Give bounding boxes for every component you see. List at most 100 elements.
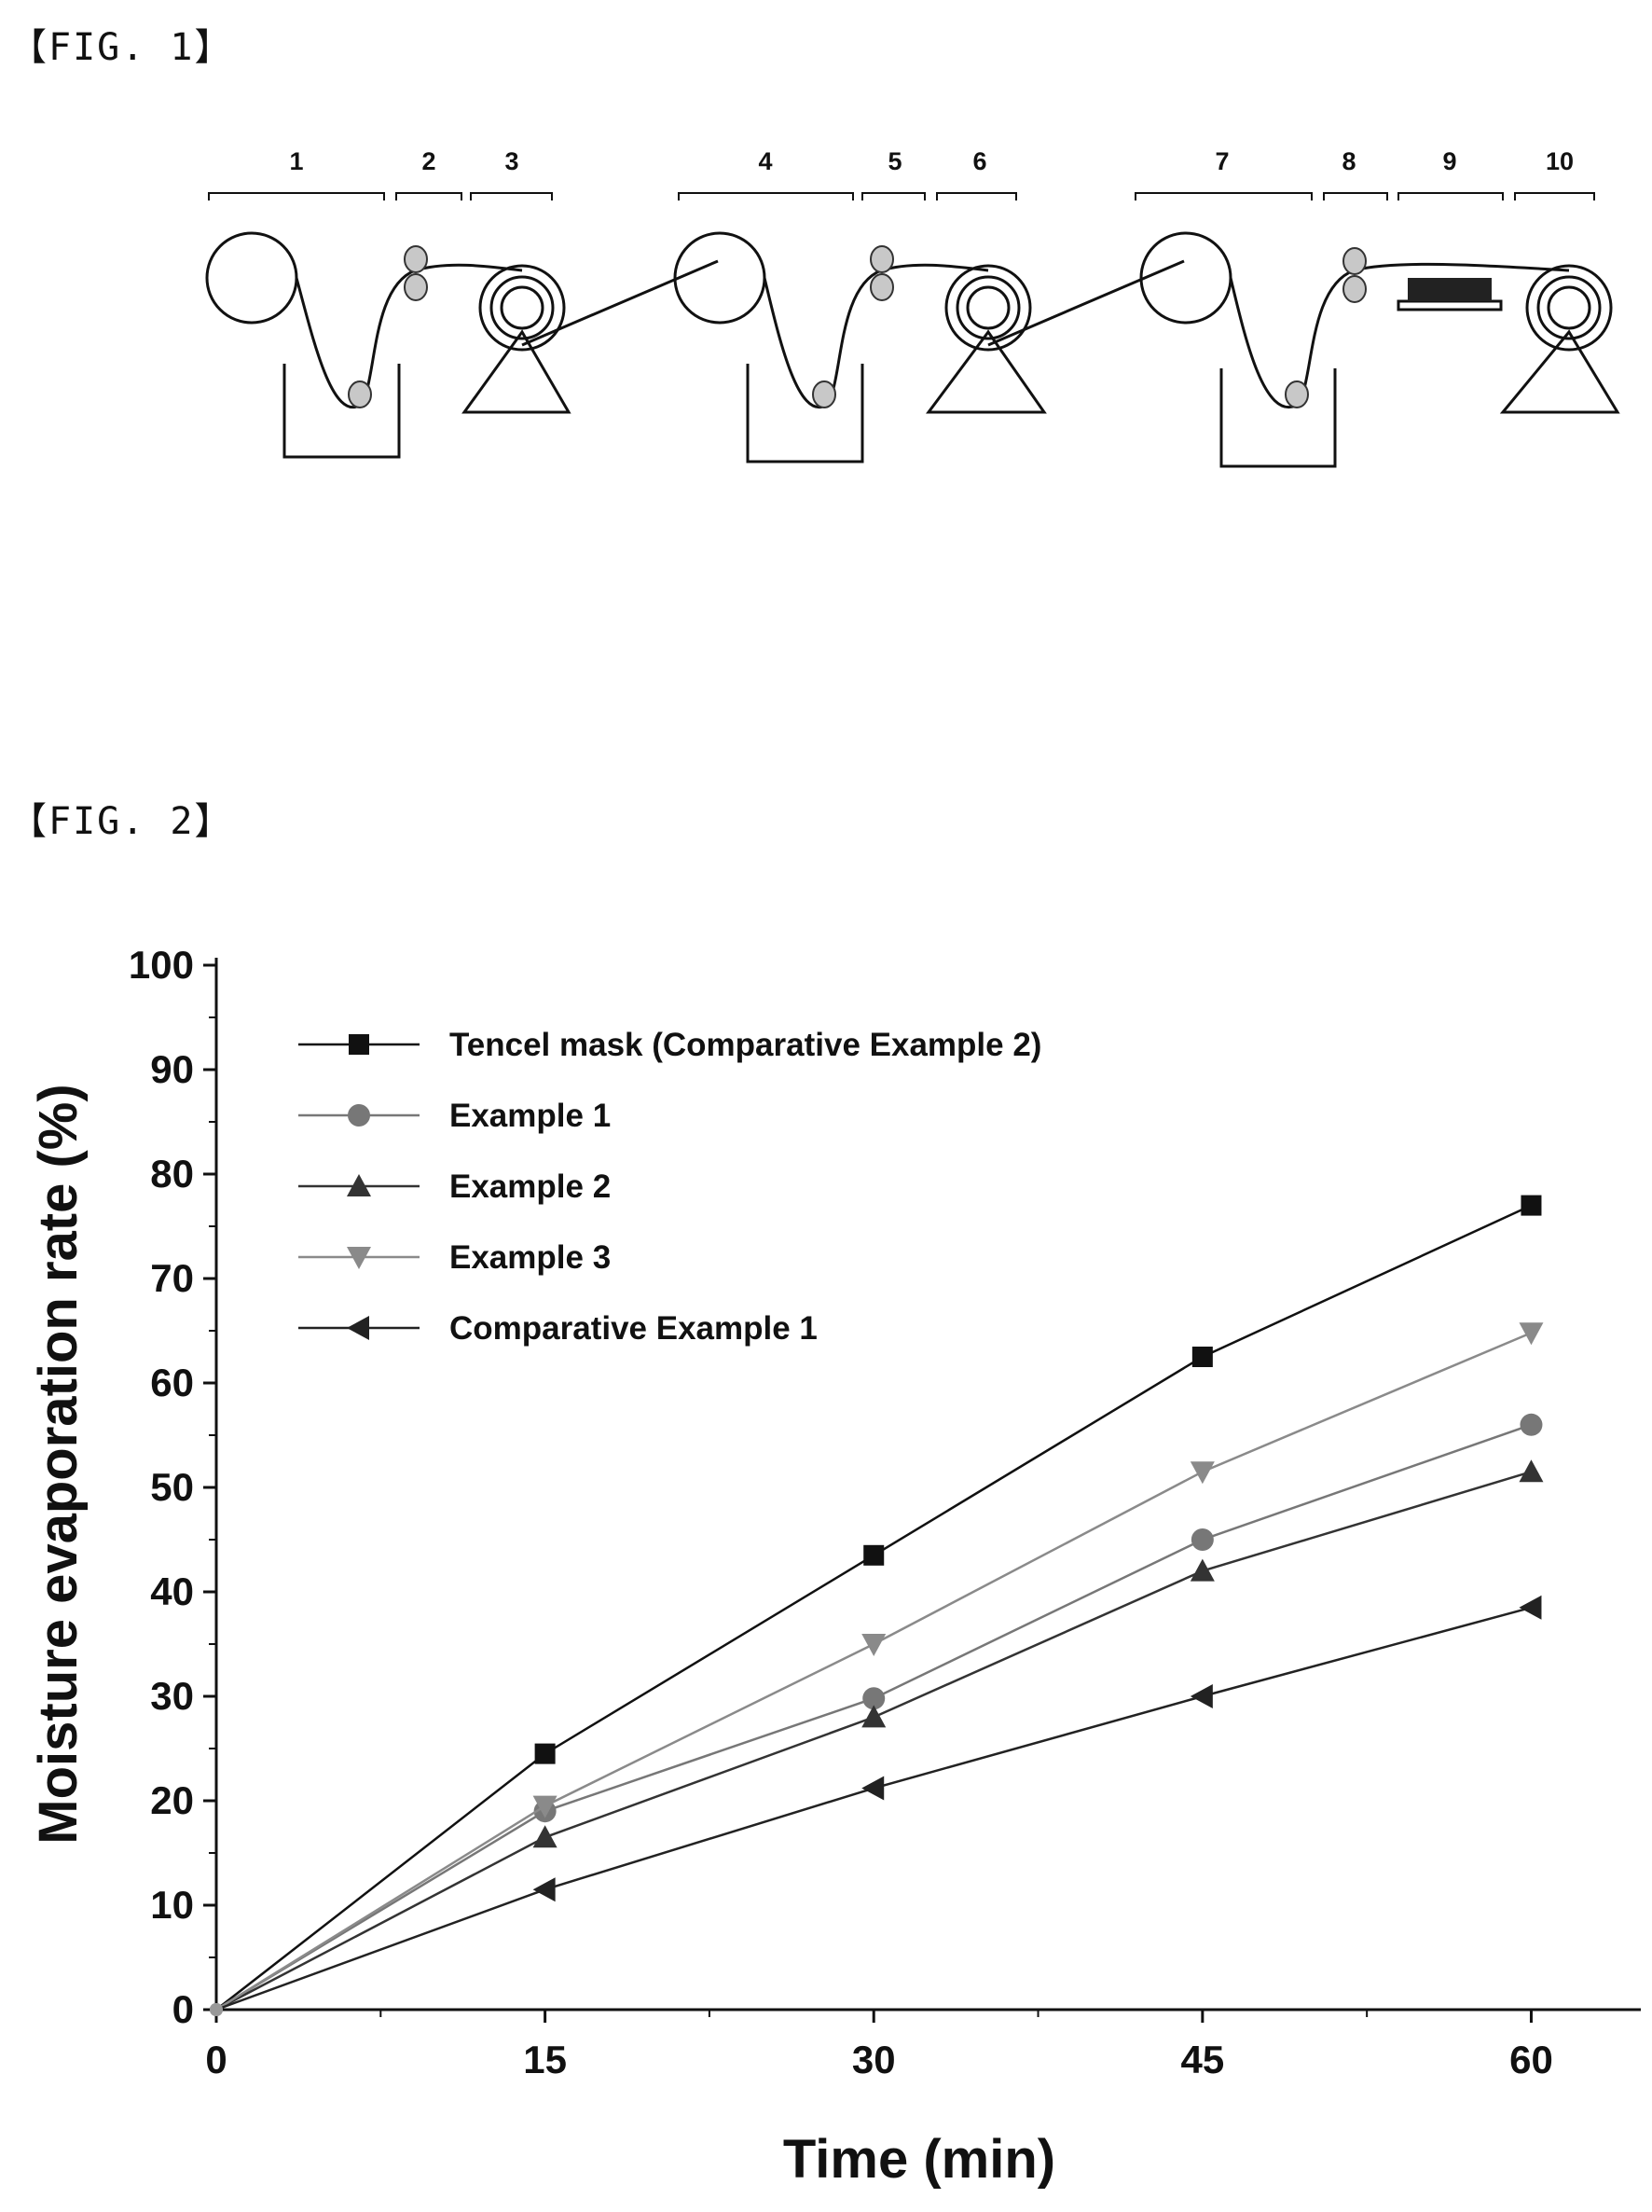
data-point: [1190, 1461, 1215, 1485]
stage-number: 8: [1342, 147, 1356, 175]
stage-bracket-9: [1397, 192, 1504, 200]
data-point: [863, 1544, 885, 1566]
squeeze-roller: [404, 245, 428, 273]
y-axis-title: Moisture evaporation rate (%): [28, 1084, 89, 1844]
data-point: [1190, 1558, 1215, 1582]
data-point: [1519, 1595, 1542, 1620]
legend-item: Comparative Example 1: [298, 1310, 818, 1347]
stage-number: 3: [504, 147, 518, 175]
y-tick-label: 30: [150, 1674, 194, 1718]
series-line: [215, 1332, 1532, 2012]
data-point: [532, 1795, 558, 1818]
y-tick-label: 100: [129, 943, 194, 987]
series-line: [215, 1606, 1532, 2012]
y-tick-label: 60: [150, 1361, 194, 1404]
data-point: [534, 1743, 556, 1764]
x-tick-label: 0: [205, 2038, 227, 2081]
y-tick-label: 10: [150, 1883, 194, 1927]
winding-roll: [944, 264, 1032, 352]
data-point: [532, 1877, 556, 1902]
data-point: [861, 1634, 887, 1656]
legend-marker: [347, 1174, 371, 1196]
guide-roller: [812, 380, 836, 408]
winding-stand: [461, 329, 571, 414]
legend-label: Example 1: [449, 1098, 611, 1134]
chart-axes: 0 10 20 30 40 50 60 70 80 90 100 0 15 30 45 60: [129, 943, 1641, 2081]
stage-bracket-2: [395, 192, 462, 200]
legend-item: Example 1: [298, 1098, 611, 1134]
winding-roll: [478, 264, 566, 352]
chart-legend: Tencel mask (Comparative Example 2) Examp…: [298, 1027, 1041, 1347]
legend-label: Tencel mask (Comparative Example 2): [449, 1027, 1041, 1063]
squeeze-roller: [1342, 247, 1367, 275]
y-tick-label: 70: [150, 1256, 194, 1300]
series-5: [210, 1595, 1542, 2016]
stage-number: 2: [421, 147, 435, 175]
squeeze-roller: [404, 273, 428, 301]
data-point: [1191, 1528, 1214, 1551]
legend-marker: [348, 1104, 370, 1127]
figure-2-label: 【FIG. 2】: [9, 800, 234, 843]
stage-number: 9: [1442, 147, 1456, 175]
impregnation-bath: [282, 364, 401, 459]
stage-number: 4: [758, 147, 772, 175]
chart-series: [210, 1195, 1544, 2016]
stage-bracket-6: [936, 192, 1017, 200]
data-point: [1190, 1684, 1213, 1708]
legend-marker: [349, 1034, 369, 1055]
winding-stand: [1499, 329, 1620, 414]
winding-stand: [926, 329, 1047, 414]
data-point: [861, 1705, 887, 1728]
web-path: [295, 263, 523, 409]
feed-roll: [1139, 231, 1232, 325]
legend-marker: [347, 1316, 369, 1340]
legend-item: Tencel mask (Comparative Example 2): [298, 1027, 1041, 1063]
x-tick-label: 30: [852, 2038, 896, 2081]
web-path: [763, 263, 989, 409]
x-tick-label: 45: [1180, 2038, 1224, 2081]
legend-item: Example 3: [298, 1239, 611, 1276]
legend-label: Comparative Example 1: [449, 1310, 818, 1347]
stage-bracket-8: [1323, 192, 1388, 200]
stage-bracket-10: [1514, 192, 1595, 200]
winding-roll: [1525, 264, 1613, 352]
x-axis-title: Time (min): [783, 2129, 1055, 2190]
feed-roll: [673, 231, 766, 325]
y-tick-label: 50: [150, 1465, 194, 1509]
data-point: [1519, 1322, 1544, 1346]
data-point: [1191, 1347, 1213, 1367]
stage-bracket-7: [1135, 192, 1313, 200]
legend-label: Example 2: [449, 1168, 611, 1205]
transfer-web: [521, 259, 719, 347]
stage-bracket-5: [861, 192, 926, 200]
legend-marker: [347, 1247, 371, 1269]
x-tick-label: 60: [1509, 2038, 1553, 2081]
squeeze-roller: [870, 273, 894, 301]
stage-number: 1: [289, 147, 303, 175]
figure-1-label: 【FIG. 1】: [9, 26, 234, 69]
y-tick-label: 90: [150, 1047, 194, 1091]
squeeze-roller: [870, 245, 894, 273]
impregnation-bath: [746, 364, 864, 463]
squeeze-roller: [1342, 275, 1367, 303]
stage-bracket-4: [678, 192, 854, 200]
data-point: [1521, 1195, 1542, 1216]
web-path: [1229, 262, 1570, 409]
origin-point: [210, 2003, 223, 2016]
transfer-web: [987, 259, 1185, 347]
feed-roll: [205, 231, 298, 325]
data-point: [532, 1825, 558, 1848]
legend-item: Example 2: [298, 1168, 611, 1205]
y-tick-label: 20: [150, 1778, 194, 1822]
guide-roller: [1285, 380, 1309, 408]
stage-number: 6: [972, 147, 986, 175]
data-point: [862, 1687, 886, 1710]
stage-bracket-3: [470, 192, 553, 200]
dryer-base: [1397, 299, 1503, 311]
data-point: [1519, 1459, 1544, 1483]
stage-number: 10: [1546, 147, 1574, 175]
series-4: [210, 1322, 1544, 2016]
y-tick-label: 40: [150, 1569, 194, 1613]
stage-bracket-1: [208, 192, 385, 200]
process-diagram: 1 2 3 4 5 6 7 8 9 10: [205, 147, 1620, 468]
